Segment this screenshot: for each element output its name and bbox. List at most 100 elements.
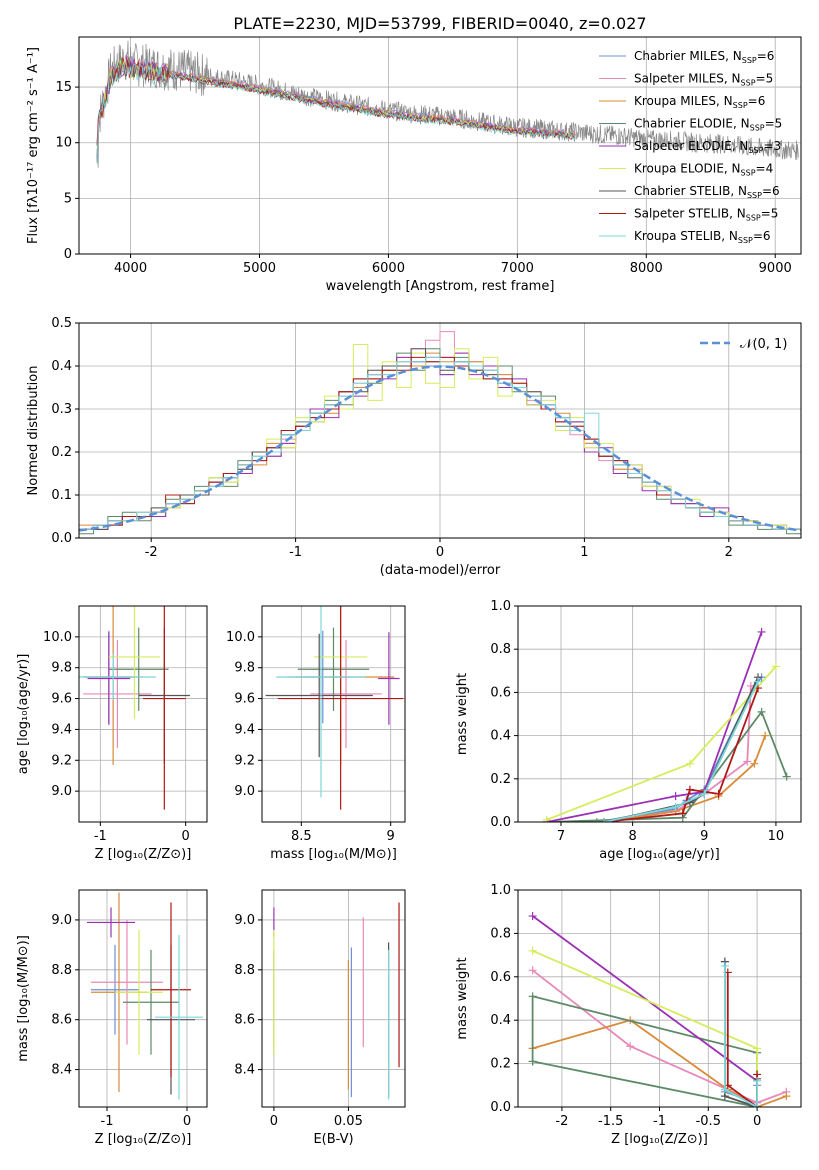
legend-entry-subscript: SSP [748, 146, 763, 155]
y-tick-label: 0.6 [490, 685, 511, 700]
figure-title: PLATE=2230, MJD=53799, FIBERID=0040, z=0… [233, 14, 646, 33]
mass-weight-point-marker [754, 677, 763, 686]
y-tick-label: 8.4 [51, 1063, 72, 1078]
mass-weight-point-marker [671, 792, 680, 801]
y-tick-label: 0.8 [490, 642, 511, 657]
mass-weight-series-line [531, 995, 758, 1107]
y-tick-label: 8.6 [51, 1013, 72, 1028]
y-tick-label: 0.0 [490, 815, 511, 830]
y-tick-label: 0.0 [51, 531, 72, 546]
legend-entry-name: Kroupa STELIB, N [634, 229, 738, 243]
y-tick-label: 0.5 [51, 316, 72, 331]
mass-weight-point-marker [750, 759, 759, 768]
x-tick-label: -0.5 [696, 1114, 721, 1129]
mass-weight-series-line [532, 915, 758, 1107]
mass-weight-point-marker [626, 1042, 635, 1051]
y-axis-label: mass [log₁₀(M/M⊙)] [16, 935, 31, 1062]
y-axis-label: mass weight [455, 673, 470, 755]
mass-weight-point-marker [757, 707, 766, 716]
legend-entry-count: =5 [765, 117, 783, 131]
y-tick-label: 0.2 [490, 1057, 511, 1072]
x-axis-label: age [log₁₀(age/yr)] [599, 847, 720, 862]
legend-entry-name: Chabrier STELIB, N [634, 184, 747, 198]
y-axis-label: Normed distribution [26, 366, 41, 496]
legend-entry-subscript: SSP [750, 124, 765, 133]
x-tick-label: 0 [270, 1114, 278, 1129]
axes-frame [78, 889, 208, 1108]
x-tick-label: 0.05 [334, 1114, 363, 1129]
y-tick-label: 0.4 [490, 729, 511, 744]
y-tick-label: 10.0 [43, 630, 72, 645]
legend-entry: Chabrier STELIB, NSSP=6 [634, 184, 780, 200]
x-tick-label: 10 [768, 829, 785, 844]
x-tick-label: 0 [753, 1114, 761, 1129]
y-tick-label: 0.4 [51, 359, 72, 374]
mass-weight-point-marker [528, 1057, 537, 1066]
mass-weight-point-marker [757, 627, 766, 636]
y-tick-label: 1.0 [490, 599, 511, 614]
x-tick-label: -1.5 [598, 1114, 623, 1129]
x-tick-label: 1 [580, 545, 588, 560]
legend-entry-subscript: SSP [746, 214, 761, 223]
plot-area [87, 892, 203, 1100]
y-tick-label: 10 [55, 136, 72, 151]
y-tick-label: 9.2 [234, 753, 255, 768]
legend-entry: Salpeter MILES, NSSP=5 [634, 72, 773, 88]
y-tick-label: 8.8 [51, 963, 72, 978]
legend-entry: Kroupa ELODIE, NSSP=4 [634, 162, 773, 178]
y-tick-label: 8.8 [234, 963, 255, 978]
x-tick-label: 4000 [114, 261, 147, 276]
legend-entry-name: Kroupa MILES, N [634, 94, 733, 108]
x-tick-label: 8.5 [291, 829, 312, 844]
mass-weight-point-marker [528, 946, 537, 955]
mass-weight-point-marker [678, 809, 687, 818]
x-tick-label: 9000 [759, 261, 792, 276]
mass-weight-point-marker [528, 966, 537, 975]
legend-entry-name: Salpeter STELIB, N [634, 207, 746, 221]
y-tick-label: 0.8 [490, 926, 511, 941]
legend-entry-count: =3 [763, 139, 781, 153]
y-axis-label: age [log₁₀(age/yr)] [16, 654, 31, 775]
legend-entry-name: Salpeter ELODIE, N [634, 139, 748, 153]
y-tick-label: 0.4 [490, 1013, 511, 1028]
y-tick-label: 15 [55, 80, 72, 95]
y-tick-label: 8.6 [234, 1013, 255, 1028]
y-axis-label: mass weight [455, 957, 470, 1039]
legend-entry-name: Chabrier MILES, N [634, 49, 742, 63]
mass-weight-point-marker [720, 961, 729, 970]
x-tick-label: -1 [101, 1114, 114, 1129]
plot-area [273, 902, 400, 1100]
mass-weight-point-marker [782, 772, 791, 781]
legend-entry-subscript: SSP [747, 191, 762, 200]
model-spectrum-line [96, 57, 576, 145]
mass-weight-point-marker [592, 818, 601, 822]
axes-frame [78, 605, 208, 823]
panel-mass-vs-Z: -1 0 8.4 8.6 8.8 9.0 Z [log₁₀(Z/Z⊙)] mass [log₁… [16, 889, 208, 1147]
normal-legend-label: 𝒩(0, 1) [740, 337, 787, 352]
legend-entry-name: Chabrier ELODIE, N [634, 117, 750, 131]
legend-entry-count: =5 [756, 72, 774, 86]
legend-entry-count: =6 [753, 229, 771, 243]
mass-weight-point-marker [685, 759, 694, 768]
plot-area [528, 912, 791, 1107]
axes-frame [261, 889, 406, 1108]
mass-weight-point-marker [671, 802, 680, 811]
mass-weight-point-marker [753, 1103, 762, 1107]
legend-entry-count: =6 [748, 94, 766, 108]
x-tick-label: 6000 [372, 261, 405, 276]
normal-curve [79, 365, 801, 532]
panel-weight-vs-Z: -2 -1.5 -1 -0.5 0 0.0 0.2 0.4 0.6 0.8 1.0 Z [log₁₀(… [455, 883, 802, 1147]
x-axis-label: wavelength [Angstrom, rest frame] [326, 279, 555, 294]
mass-weight-point-marker [700, 789, 709, 798]
x-tick-label: 9 [700, 829, 708, 844]
legend-entry-subscript: SSP [741, 169, 756, 178]
mass-weight-series-line [603, 681, 759, 822]
legend-entry-name: Kroupa ELODIE, N [634, 162, 741, 176]
y-tick-label: 0 [64, 247, 72, 262]
y-tick-label: 9.4 [51, 722, 72, 737]
plot-area [96, 40, 799, 168]
plot-area [265, 606, 404, 810]
mass-weight-series-line [603, 685, 752, 822]
mass-weight-point-marker [782, 1092, 791, 1101]
